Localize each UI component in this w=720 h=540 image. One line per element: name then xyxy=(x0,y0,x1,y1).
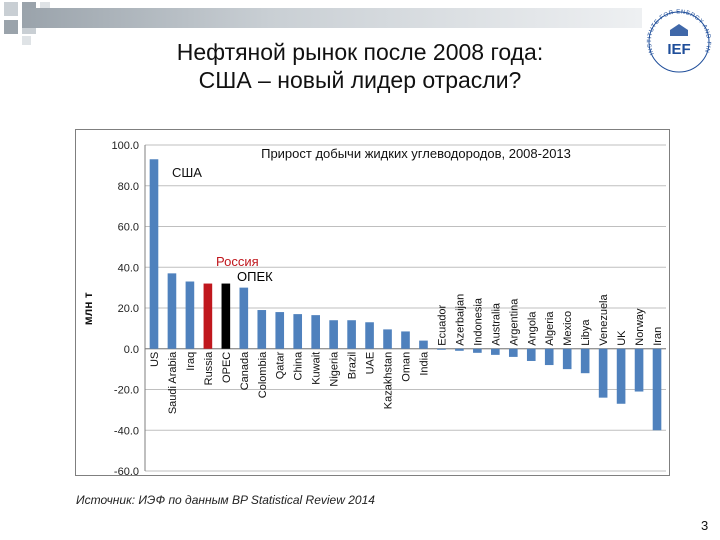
bar-india xyxy=(419,340,428,349)
bar-ecuador xyxy=(437,348,446,350)
bar-uae xyxy=(365,322,374,349)
bar-colombia xyxy=(257,310,267,349)
category-label: Azerbaijan xyxy=(454,294,466,346)
bar-kazakhstan xyxy=(383,329,392,349)
bar-libya xyxy=(580,348,590,374)
y-tick-label: 100.0 xyxy=(111,140,139,152)
slide-title: Нефтяной рынок после 2008 года: США – но… xyxy=(0,38,720,94)
source-note: Источник: ИЭФ по данным BP Statistical R… xyxy=(76,493,375,507)
category-label: Russia xyxy=(203,351,215,386)
ief-logo: INSTITUTE FOR ENERGY AND FINANCE IEF xyxy=(640,2,711,73)
bar-canada xyxy=(239,287,249,349)
bar-opec xyxy=(221,283,231,349)
bar-russia xyxy=(203,283,213,349)
y-tick-label: 80.0 xyxy=(118,181,139,193)
category-label: Iran xyxy=(652,327,664,346)
bar-australia xyxy=(491,348,500,355)
category-label: Australia xyxy=(490,302,502,346)
y-tick-label: 60.0 xyxy=(118,222,139,234)
y-tick-label: 0.0 xyxy=(124,344,139,356)
logo-text: IEF xyxy=(667,41,690,58)
bar-angola xyxy=(526,348,536,361)
category-label: China xyxy=(293,351,305,381)
slide-title-line-2: США – новый лидер отрасли? xyxy=(198,67,522,93)
category-label: Algeria xyxy=(544,311,556,346)
annotation-russia: Россия xyxy=(216,254,259,269)
category-label: Venezuela xyxy=(598,293,610,345)
bar-chart: -60.0 -40.0 -20.0 0.0 20.0 40.0 60.0 80.0 100.0 м… xyxy=(81,140,666,477)
y-tick-label: 40.0 xyxy=(118,262,139,274)
bar-indonesia xyxy=(473,348,482,353)
bar-iraq xyxy=(185,281,195,349)
category-label: Qatar xyxy=(275,351,287,379)
y-tick-label: 20.0 xyxy=(118,303,139,315)
category-label: Kuwait xyxy=(311,352,323,385)
category-label: Norway xyxy=(634,308,646,346)
category-label: Colombia xyxy=(257,351,269,398)
bar-us xyxy=(149,159,159,349)
category-label: Mexico xyxy=(562,311,574,346)
bar-venezuela xyxy=(598,348,608,398)
page-number: 3 xyxy=(701,518,709,533)
category-label: US xyxy=(149,352,161,367)
bar-iran xyxy=(652,348,662,431)
bar-uk xyxy=(616,348,626,404)
bar-nigeria xyxy=(329,320,338,349)
annotation-opec: ОПЕК xyxy=(237,269,273,284)
bar-argentina xyxy=(508,348,518,357)
category-label: Libya xyxy=(580,319,592,346)
bar-norway xyxy=(634,348,644,392)
y-tick-label: -20.0 xyxy=(114,385,139,397)
y-tick-label: -40.0 xyxy=(114,425,139,437)
category-label: Ecuador xyxy=(436,304,448,345)
category-label: Iraq xyxy=(185,352,197,371)
bar-china xyxy=(293,314,303,349)
category-label: Indonesia xyxy=(472,297,484,346)
bar-algeria xyxy=(544,348,554,366)
category-label: India xyxy=(418,351,430,376)
category-label: Brazil xyxy=(347,352,359,380)
bar-saudi-arabia xyxy=(167,273,177,349)
chart-title: Прирост добычи жидких углеводородов, 200… xyxy=(261,146,571,161)
y-tick-label: -60.0 xyxy=(114,466,139,477)
chart-frame: -60.0 -40.0 -20.0 0.0 20.0 40.0 60.0 80.0 100.0 м… xyxy=(75,129,670,477)
bar-azerbaijan xyxy=(455,348,464,351)
category-label: Saudi Arabia xyxy=(167,351,179,414)
category-label: UAE xyxy=(365,352,377,375)
bar-oman xyxy=(401,331,410,349)
category-label: Argentina xyxy=(508,298,520,346)
bar-kuwait xyxy=(311,315,320,349)
bar-brazil xyxy=(347,320,356,349)
bar-qatar xyxy=(275,312,285,349)
slide-title-line-1: Нефтяной рынок после 2008 года: xyxy=(176,39,544,65)
annotation-us: США xyxy=(172,165,202,180)
y-axis-label: млн т xyxy=(81,292,95,325)
category-label: Canada xyxy=(239,351,251,390)
category-label: Oman xyxy=(401,352,413,382)
category-label: Nigeria xyxy=(329,351,341,387)
bar-mexico xyxy=(562,348,572,370)
category-label: Kazakhstan xyxy=(383,352,395,409)
category-label: OPEC xyxy=(221,352,233,383)
category-label: Angola xyxy=(526,311,538,346)
category-label: UK xyxy=(616,330,628,346)
header-bar xyxy=(22,8,642,28)
